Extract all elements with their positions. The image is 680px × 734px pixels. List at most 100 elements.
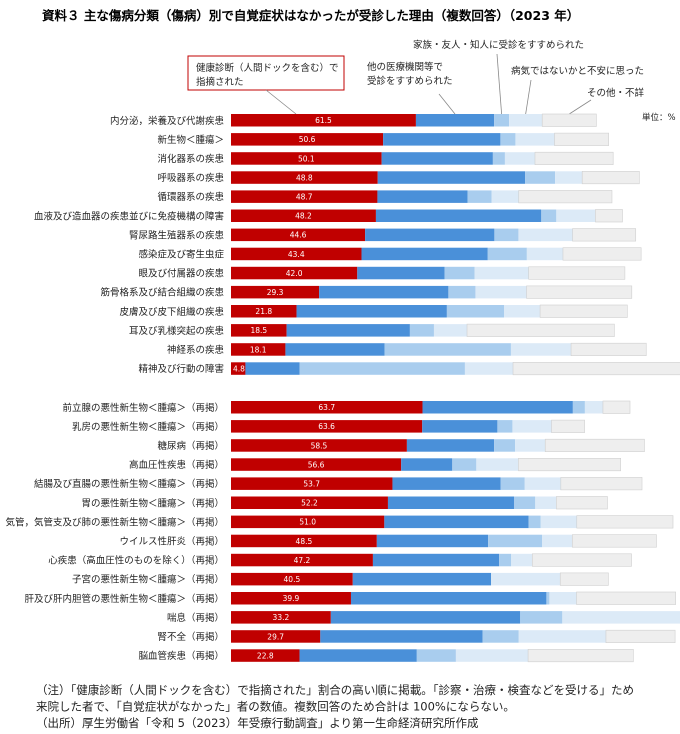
category-label: 心疾患（高血圧性のものを除く）（再掲） — [48, 555, 224, 567]
bar-segment-worried — [509, 114, 543, 127]
bar-segment-family — [409, 324, 434, 337]
bar-segment-other — [570, 342, 647, 357]
bar-segment-other — [528, 266, 626, 280]
category-label: ウイルス性肝炎（再掲） — [119, 535, 224, 547]
category-label: 脳血管疾患（再掲） — [138, 650, 224, 662]
bar-row: 呼吸器系の疾患 48.8 — [157, 171, 640, 185]
category-label: 神経系の疾患 — [167, 344, 224, 356]
bar-row: 腎尿路生殖器系の疾患 44.6 — [129, 228, 637, 242]
bar-segment-worried — [584, 401, 603, 414]
bar-segment-worried — [518, 228, 573, 242]
bar-segment-other — [539, 304, 628, 318]
bar-segment-family — [497, 420, 513, 433]
bar-segment-other-medical — [406, 439, 495, 452]
leader-line — [569, 99, 592, 115]
bar-segment-other — [571, 534, 657, 548]
bar-segment-worried — [510, 343, 572, 356]
category-label: 前立腺の悪性新生物＜腫瘍＞（再掲） — [62, 402, 224, 414]
bar-segment-other — [556, 496, 608, 510]
annotation-text: 健康診断（人間ドックを含む）で — [196, 62, 339, 74]
bar-segment-other — [602, 400, 631, 414]
bar-segment-worried — [524, 477, 561, 490]
leader-line — [265, 89, 297, 115]
bar-segment-family — [452, 458, 477, 471]
category-label: 眼及び付属器の疾患 — [138, 268, 224, 280]
value-label: 61.5 — [315, 116, 332, 125]
bar-segment-family — [299, 362, 465, 375]
bar-segment-family — [525, 171, 556, 184]
annotations: 健康診断（人間ドックを含む）で指摘された他の医療機関等で受診をすすめられた家族・… — [187, 39, 645, 115]
bar-segment-family — [467, 190, 492, 203]
bar-segment-other-medical — [375, 209, 542, 222]
bar-row: 結腸及び直腸の悪性新生物＜腫瘍＞（再掲） 53.7 — [34, 477, 643, 491]
annotation-health-checkup: 健康診断（人間ドックを含む）で指摘された — [187, 55, 345, 115]
annotation-worried: 病気ではないかと不安に思った — [511, 65, 644, 115]
bar-segment-family — [520, 611, 563, 624]
bar-row: 子宮の悪性新生物＜腫瘍＞（再掲） 40.5 — [72, 572, 609, 586]
bar-segment-other-medical — [285, 343, 385, 356]
bar-segment-other-medical — [357, 266, 445, 280]
bar-segment-worried — [535, 496, 557, 509]
bar-segment-other — [534, 151, 614, 165]
bar-segment-other-medical — [330, 611, 521, 624]
bar-segment-family — [384, 343, 511, 356]
bar-segment-other — [559, 572, 609, 586]
bar-row: 心疾患（高血圧性のものを除く）（再掲） 47.2 — [48, 553, 632, 567]
bar-segment-health-checkup — [231, 515, 385, 529]
bar-segment-health-checkup — [231, 343, 286, 356]
bar-segment-other-medical — [377, 171, 526, 184]
bar-segment-health-checkup — [231, 285, 320, 299]
bar-segment-worried — [491, 572, 561, 586]
value-label: 56.6 — [308, 460, 325, 469]
bar-segment-family — [546, 592, 550, 605]
bar-segment-other-medical — [384, 515, 529, 529]
bar-segment-health-checkup — [231, 630, 321, 643]
bar-row: 内分泌，栄養及び代謝疾患 61.5 — [110, 113, 597, 127]
category-label: 喘息（再掲） — [167, 612, 224, 624]
annotation-text: 受診をすすめられた — [367, 75, 453, 87]
bar-segment-other — [518, 457, 621, 472]
bar-segment-health-checkup — [231, 553, 373, 567]
bar-segment-health-checkup — [231, 649, 300, 662]
bar-segment-worried — [433, 324, 468, 337]
bar-segment-other — [541, 113, 597, 127]
bar-segment-other-medical — [286, 324, 410, 337]
bar-segment-worried — [549, 592, 577, 605]
bar-segment-worried — [515, 133, 555, 146]
bar-segment-other-medical — [350, 592, 547, 605]
category-label: 乳房の悪性新生物＜腫瘍＞（再掲） — [72, 421, 224, 433]
value-label: 63.6 — [318, 422, 335, 431]
value-label: 48.7 — [296, 192, 313, 201]
bar-segment-health-checkup — [231, 171, 378, 184]
bar-segment-health-checkup — [231, 592, 351, 605]
bar-segment-other-medical — [381, 152, 493, 165]
bar-row: 喘息（再掲） 33.2 — [167, 611, 680, 624]
value-label: 53.7 — [303, 479, 320, 488]
category-label: 内分泌，栄養及び代謝疾患 — [110, 115, 224, 127]
bar-segment-family — [482, 630, 519, 643]
bar-segment-worried — [562, 611, 680, 624]
category-label: 腎不全（再掲） — [157, 631, 224, 643]
value-label: 33.2 — [273, 613, 290, 622]
bar-row: 神経系の疾患 18.1 — [167, 342, 647, 357]
bar-segment-other — [554, 132, 609, 146]
bar-segment-other-medical — [361, 247, 488, 261]
annotation-family: 家族・友人・知人に受診をすすめられた — [413, 39, 584, 115]
bar-segment-other-medical — [245, 362, 300, 375]
category-label: 皮膚及び皮下組織の疾患 — [119, 306, 224, 318]
bar-segment-other-medical — [365, 228, 495, 242]
annotation-text: その他・不詳 — [587, 87, 645, 99]
value-label: 22.8 — [257, 651, 274, 660]
bar-segment-family — [499, 553, 512, 567]
bar-segment-worried — [464, 362, 514, 375]
bar-segment-health-checkup — [231, 439, 407, 452]
bar-segment-family — [514, 496, 536, 509]
annotation-text: 病気ではないかと不安に思った — [511, 65, 644, 77]
category-label: 感染症及び寄生虫症 — [138, 248, 224, 260]
bar-segment-health-checkup — [231, 114, 416, 127]
leader-line — [525, 79, 532, 115]
value-label: 48.5 — [296, 537, 313, 546]
bar-segment-health-checkup — [231, 496, 388, 509]
